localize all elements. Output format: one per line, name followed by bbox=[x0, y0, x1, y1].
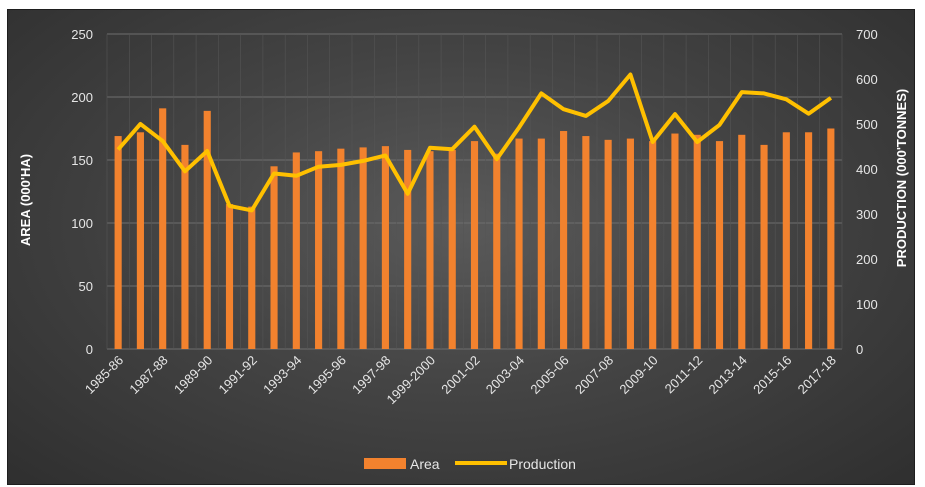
area-bar-1999-2000 bbox=[426, 151, 434, 349]
left-tick-label: 250 bbox=[71, 27, 93, 42]
left-tick-label: 150 bbox=[71, 153, 93, 168]
area-bar-1994-95 bbox=[315, 151, 323, 349]
x-tick-label: 2015-16 bbox=[750, 353, 794, 397]
x-axis-ticks: 1985-86 1987-88 1989-90 1991-92 1993-94 1995-… bbox=[82, 353, 839, 408]
area-bar-1991-92 bbox=[248, 206, 256, 349]
x-tick-label: 2011-12 bbox=[662, 353, 706, 397]
area-bar-2012-13 bbox=[715, 141, 724, 349]
area-bar-2010-11 bbox=[671, 133, 679, 349]
area-bar-1992-93 bbox=[270, 166, 278, 349]
area-bar-2009-10 bbox=[649, 141, 657, 349]
area-bar-2016-17 bbox=[805, 132, 813, 349]
area-bar-1987-88 bbox=[159, 108, 167, 349]
legend-area-label: Area bbox=[410, 456, 440, 472]
left-axis-ticks: 0 50 100 150 200 250 bbox=[71, 27, 93, 357]
x-tick-label: 1987-88 bbox=[126, 353, 170, 397]
area-bar-1996-97 bbox=[359, 147, 367, 349]
area-bar-2014-15 bbox=[760, 144, 768, 349]
area-bar-1997-98 bbox=[381, 146, 389, 349]
area-bar-2000-01 bbox=[448, 149, 456, 349]
x-tick-label: 2013-14 bbox=[706, 353, 750, 397]
area-bar-2002-03 bbox=[493, 153, 501, 349]
legend-area-swatch bbox=[364, 458, 406, 469]
area-bar-2006-07 bbox=[582, 136, 590, 349]
x-tick-label: 2017-18 bbox=[795, 353, 839, 397]
area-bar-2013-14 bbox=[738, 134, 746, 349]
left-tick-label: 100 bbox=[71, 216, 93, 231]
right-axis-title: PRODUCTION (000'TONNES) bbox=[894, 89, 909, 267]
x-tick-label: 2005-06 bbox=[527, 353, 571, 397]
area-bar-1998-99 bbox=[404, 149, 412, 349]
area-bar-1988-89 bbox=[181, 144, 189, 349]
area-bar-1993-94 bbox=[292, 152, 300, 349]
right-tick-label: 100 bbox=[856, 297, 878, 312]
right-tick-label: 200 bbox=[856, 252, 878, 267]
area-bar-2015-16 bbox=[782, 132, 790, 349]
right-axis-ticks: 0 100 200 300 400 500 600 700 bbox=[856, 27, 878, 357]
left-tick-label: 0 bbox=[86, 342, 93, 357]
chart-frame: 0 50 100 150 200 250 0 100 200 300 400 500 600 700 1… bbox=[7, 9, 915, 485]
right-tick-label: 400 bbox=[856, 162, 878, 177]
left-axis-title: AREA (000'HA) bbox=[18, 154, 33, 246]
area-bar-2011-12 bbox=[693, 134, 701, 349]
right-tick-label: 600 bbox=[856, 72, 878, 87]
x-tick-label: 1993-94 bbox=[260, 353, 304, 397]
area-bar-1995-96 bbox=[337, 148, 345, 349]
right-tick-label: 0 bbox=[856, 342, 863, 357]
area-bar-2017-18 bbox=[827, 128, 835, 349]
right-tick-label: 700 bbox=[856, 27, 878, 42]
area-bar-2001-02 bbox=[470, 141, 479, 349]
x-tick-label: 1999-2000 bbox=[384, 353, 439, 408]
production-line bbox=[116, 72, 833, 213]
area-bars bbox=[114, 108, 835, 349]
x-tick-label: 2007-08 bbox=[572, 353, 616, 397]
legend-production-label: Production bbox=[509, 456, 576, 472]
area-bar-1986-87 bbox=[136, 132, 144, 349]
legend: Area Production bbox=[364, 456, 576, 472]
area-bar-2003-04 bbox=[515, 138, 523, 349]
area-bar-2008-09 bbox=[626, 138, 634, 349]
right-tick-label: 500 bbox=[856, 117, 878, 132]
gridlines bbox=[106, 33, 843, 350]
left-tick-label: 200 bbox=[71, 90, 93, 105]
x-tick-label: 1985-86 bbox=[82, 353, 126, 397]
right-tick-label: 300 bbox=[856, 207, 878, 222]
x-tick-label: 2009-10 bbox=[616, 353, 660, 397]
x-tick-label: 1989-90 bbox=[171, 353, 215, 397]
area-bar-1989-90 bbox=[203, 110, 211, 349]
x-tick-label: 1991-92 bbox=[216, 353, 260, 397]
area-bar-2004-05 bbox=[537, 138, 545, 349]
x-tick-label: 1995-96 bbox=[305, 353, 349, 397]
left-tick-label: 50 bbox=[79, 279, 93, 294]
area-bar-1990-91 bbox=[225, 204, 234, 349]
area-bar-2007-08 bbox=[604, 139, 612, 349]
x-tick-label: 2001-02 bbox=[438, 353, 482, 397]
x-tick-label: 2003-04 bbox=[483, 353, 527, 397]
area-bar-1985-86 bbox=[114, 136, 122, 349]
x-tick-label: 1997-98 bbox=[349, 353, 393, 397]
chart-svg: 0 50 100 150 200 250 0 100 200 300 400 500 600 700 1… bbox=[18, 27, 909, 472]
area-bar-2005-06 bbox=[560, 131, 568, 349]
